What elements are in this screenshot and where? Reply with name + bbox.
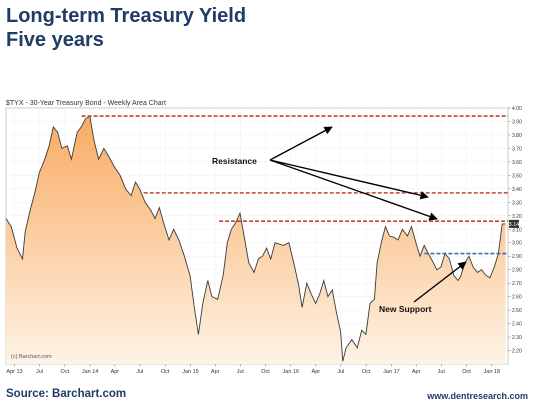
y-axis: 2.20 2.30 2.40 2.50 2.60 2.70 2.80 2.90 3.00 3.10… [508,106,522,355]
y-tick-label: 4.00 [512,106,522,112]
y-tick-label: 2.50 [512,308,522,314]
last-value-box [509,219,519,228]
resistance-support-lines [81,115,508,255]
y-tick-label: 2.40 [512,322,522,328]
resistance-arrow-3 [269,159,438,221]
x-tick-label: Apr 13 [6,369,22,375]
y-tick-label: 2.60 [512,295,522,301]
x-tick-label: Jan 15 [182,369,199,375]
y-tick-label: 2.80 [512,268,522,274]
y-tick-label: 2.70 [512,281,522,287]
resistance-arrow-2 [269,159,429,200]
slide-title: Long-term Treasury Yield Five years [6,4,246,52]
x-tick-label: Oct [462,369,471,375]
x-tick-label: Jul [136,369,143,375]
x-tick-label: Oct [161,369,170,375]
slide-title-line1: Long-term Treasury Yield [6,5,247,27]
x-tick-label: Jan 17 [383,369,400,375]
x-tick-label: Jan 14 [82,369,99,375]
annotations: Resistance New Support [212,126,467,314]
y-tick-label: 2.90 [512,254,522,260]
y-tick-label: 3.30 [512,200,522,206]
website-link[interactable]: www.dentresearch.com [427,391,528,401]
x-tick-label: Jan 18 [484,369,501,375]
area-fill [6,116,506,364]
x-tick-label: Oct [61,369,70,375]
last-value-marker: 3.14 [509,219,520,228]
y-tick-label: 3.50 [512,173,522,179]
x-tick-label: Jan 16 [283,369,300,375]
x-tick-label: Apr [211,369,220,375]
y-tick-label: 3.90 [512,119,522,125]
y-tick-label: 3.80 [512,133,522,139]
y-tick-label: 3.00 [512,241,522,247]
resistance-annotation: Resistance [212,156,257,166]
chart-title: $TYX - 30-Year Treasury Bond - Weekly Ar… [6,100,166,107]
support-arrow [413,261,467,303]
y-tick-label: 3.40 [512,187,522,193]
resistance-arrow-1 [269,126,333,161]
x-axis: Apr 13 Jul Oct Jan 14 Apr Jul Oct Jan 15 Apr Jul O… [6,364,500,375]
x-tick-label: Jul [337,369,344,375]
x-tick-label: Apr [111,369,120,375]
y-tick-label: 2.20 [512,349,522,355]
x-tick-label: Oct [261,369,270,375]
source-label: Source: Barchart.com [6,388,127,400]
y-tick-label: 3.70 [512,146,522,152]
y-tick-label: 2.30 [512,335,522,341]
barchart-watermark: (c) Barchart.com [11,354,52,360]
x-tick-label: Jul [36,369,43,375]
x-tick-label: Oct [362,369,371,375]
x-tick-label: Jul [438,369,445,375]
x-tick-label: Apr [412,369,421,375]
y-tick-label: 3.20 [512,214,522,220]
y-tick-label: 3.10 [512,227,522,233]
x-tick-label: Jul [237,369,244,375]
x-tick-label: Apr [312,369,321,375]
new-support-annotation: New Support [379,304,432,314]
series-line [5,115,506,362]
y-tick-label: 3.60 [512,160,522,166]
last-value-label: 3.14 [509,222,520,228]
slide-title-line2: Five years [6,29,104,51]
